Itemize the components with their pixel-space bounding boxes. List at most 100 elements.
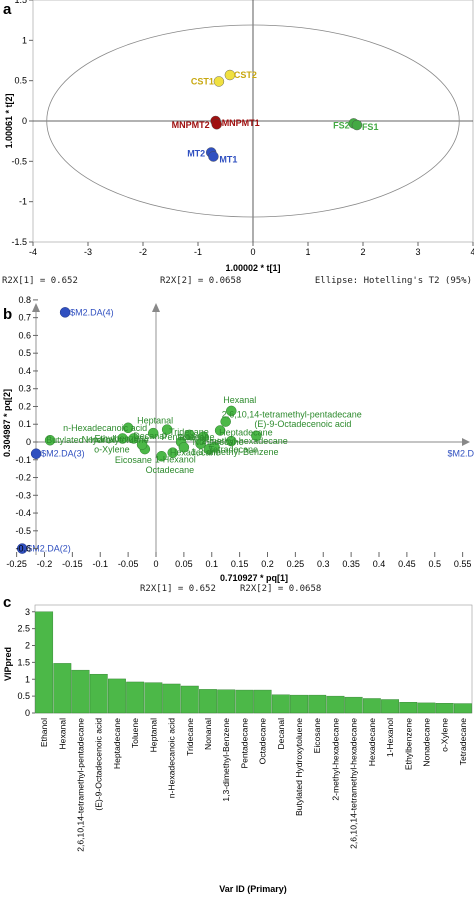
vip-category-label-hexanal: Hexanal [57,718,67,750]
score-plot-x-tick-label: -1 [194,247,202,257]
score-plot-x-axis-label: 1.00002 * t[1] [225,263,280,273]
vip-category-label-octadecane: Octadecane [258,718,268,765]
vip-bar-pentadecane [235,689,254,714]
loading-plot-x-tick-label: -0.05 [118,559,139,569]
loading-plot-y-tick-label: -0.4 [15,508,31,518]
loading-variable-label-2-methyl-hexadecane: 2-methyl-hexadecane [201,436,288,446]
loading-variable-pentadecane [184,429,195,441]
score-point-label-mnpmt2: MNPMT2 [172,120,210,130]
vip-bar-eicosane [308,694,327,714]
loading-plot-y-tick-label: -0.3 [15,490,31,500]
score-plot-x-tick-label: 2 [360,247,365,257]
score-plot-y-tick-label: 1.5 [14,0,27,5]
loading-plot-y-tick-label: 0.2 [18,401,31,411]
vip-bar-heptadecane [107,678,126,714]
loading-plot-x-tick-label: -0.15 [62,559,83,569]
loading-variable-label-ethylbenzene: Ethylbenzene [95,433,150,443]
loading-plot-y-tick-label: 0.1 [18,419,31,429]
vip-category-label-nonanal: Nonanal [203,718,213,750]
score-point-label-cst2: CST2 [234,70,257,80]
loading-variable-label-hexanal: Hexanal [223,395,256,405]
loading-plot-x-tick-label: 0.5 [428,559,441,569]
vip-bar-tridecane [180,685,199,714]
vip-y-tick-label: 0.5 [17,691,30,701]
loading-variable-heptadecane [214,425,226,436]
vip-y-tick-label: 0 [25,708,30,718]
loading-plot-x-tick-label: 0.25 [287,559,305,569]
vip-category-label-pentadecane: Pentadecane [239,718,249,769]
loading-variable-label-decanal: Decanal [133,431,166,441]
loading-plot-y-arrow [152,303,160,312]
score-plot-r2x2: R2X[2] = 0.0658 [160,276,241,286]
loading-variable-label-heptanal: Heptanal [137,416,173,426]
score-plot-x-tick-label: -2 [139,247,147,257]
loading-dummy-m2-da-4 [59,307,71,318]
loading-plot-y-tick-label: -0.6 [15,544,31,554]
vip-category-label-eicosane: Eicosane [312,718,322,754]
vip-category-label-ethanol: Ethanol [39,718,49,747]
loading-plot-y-tick-label: 0.8 [18,295,31,305]
panel-c-letter: c [3,594,11,611]
loading-variable-ethylbenzene [117,433,128,444]
vip-bar-decanal [271,694,290,714]
vip-category-label-heptadecane: Heptadecane [112,718,122,769]
vip-category-label-tridecane: Tridecane [185,718,195,756]
loading-variable-label-tridecane: Tridecane [169,427,209,437]
vip-bar-e-9-octadecenoic-acid [89,673,108,714]
vip-bar-toluene [126,681,145,714]
loading-plot-y-axis-label: 0.304987 * pq[2] [2,389,12,457]
loading-variable-label-butylated-hydroxytoluene: Butylated Hydroxytoluene [46,435,149,445]
vip-category-label-ethylbenzene: Ethylbenzene [403,718,413,770]
loading-plot-y-tick-label: 0.6 [18,330,31,340]
score-point-label-fs2: FS2 [333,120,350,130]
loading-plot-x-tick-label: 0.1 [205,559,218,569]
loading-variable-decanal [147,427,159,439]
vip-category-label-heptanal: Heptanal [148,718,158,752]
loading-variable-label-toluene: Toluene [177,433,209,443]
vip-category-label-nonadecane: Nonadecane [421,718,431,767]
vip-bar-octadecane [253,689,272,714]
vip-category-label-2-methyl-hexadecane: 2-methyl-hexadecane [330,718,340,801]
score-plot-x-tick-label: 1 [305,247,310,257]
vip-bar-tetradecane [453,703,472,714]
loading-variable-label-octadecane: Octadecane [146,465,195,475]
vip-bar-2-methyl-hexadecane [326,695,345,714]
vip-category-label-decanal: Decanal [276,718,286,750]
vip-bar-butylated-hydroxytoluene [290,694,308,714]
loading-variable-label-hexadecane: Hexadecane [170,447,221,457]
vip-bar-nonadecane [417,702,436,714]
score-plot-x-tick-label: -3 [84,247,92,257]
loading-plot-x-tick-label: 0.35 [342,559,360,569]
loading-plot-x-tick-label: 0 [153,559,158,569]
loading-variable-label-eicosane: Eicosane [115,455,152,465]
loading-variable-e-9-octadecenoic-acid [251,430,262,442]
panel-b-letter: b [3,306,12,323]
loading-variable-nonadecane [195,438,206,450]
score-plot-y-tick-label: 0.5 [14,76,27,86]
vip-category-label-butylated-hydroxytoluene: Butylated Hydroxytoluene [294,718,304,816]
vip-category-label-hexadecane: Hexadecane [367,718,377,766]
vip-plot-frame [34,604,473,714]
loading-variable-2-6-10-14-tetramethyl-pentadecane [220,416,231,427]
score-point-mt1 [208,151,219,162]
vip-bar-1-3-dimethyl-benzene [217,689,236,714]
loading-variable-label-o-xylene: o-Xylene [94,445,130,455]
score-plot-x-tick-label: 3 [415,247,420,257]
loading-variable-tetradecane [209,442,220,453]
loading-variable-hexanal [226,405,237,417]
loading-variable-2-methyl-hexadecane [226,435,237,447]
vip-bar-heptanal [144,682,163,714]
score-point-cst1 [213,76,225,87]
loading-variable-label-e-9-octadecenoic-acid: (E)-9-Octadecenoic acid [254,419,351,429]
score-point-mnpmt1 [211,119,222,130]
loading-plot-x-tick-label: -0.2 [37,559,53,569]
hotelling-ellipse [46,24,460,218]
loading-plot-y-tick-label: -0.2 [15,473,31,483]
loading-variable-butylated-hydroxytoluene [44,434,56,446]
score-plot-x-tick-label: 4 [470,247,474,257]
score-point-fs1 [351,119,363,131]
loading-plot-x-tick-label: 0.05 [175,559,193,569]
score-plot-y-tick-label: -1 [19,197,27,207]
loading-variable-heptanal [161,424,173,435]
